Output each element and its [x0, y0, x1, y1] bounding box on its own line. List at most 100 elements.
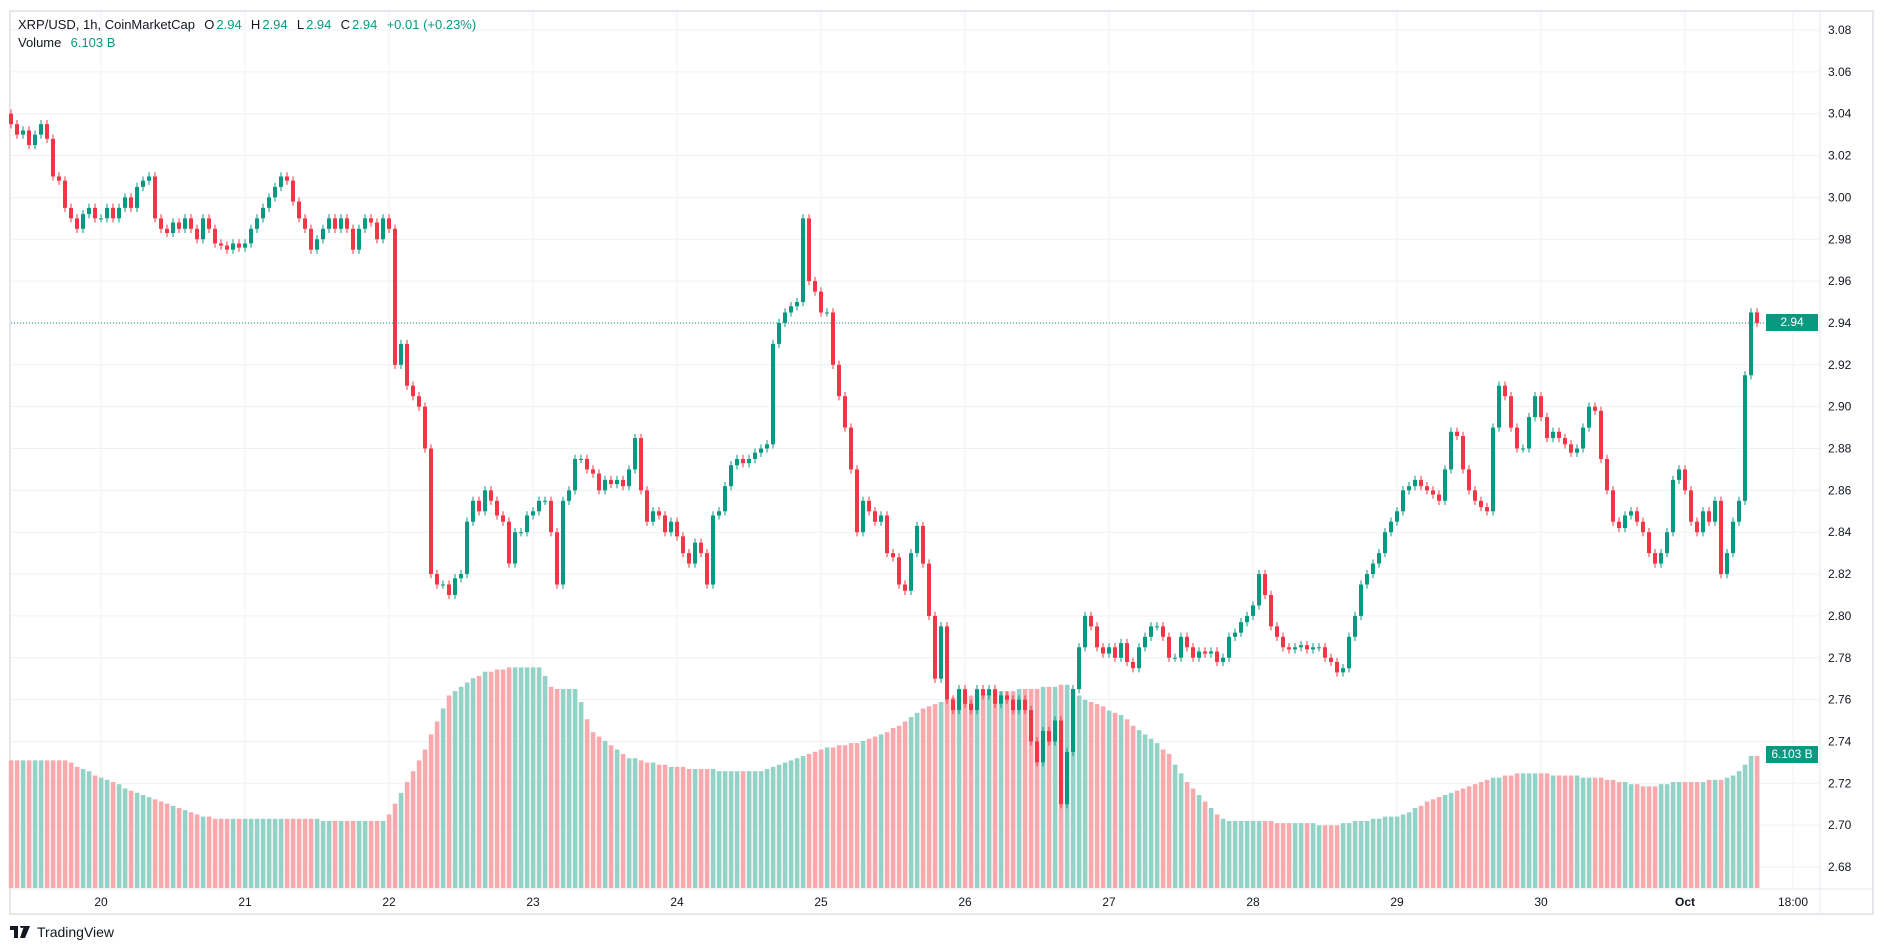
candle[interactable]: [939, 622, 943, 683]
candle[interactable]: [267, 193, 271, 213]
candle[interactable]: [387, 214, 391, 233]
candle[interactable]: [369, 214, 373, 227]
candle[interactable]: [573, 454, 577, 495]
candle[interactable]: [531, 507, 535, 520]
candle[interactable]: [699, 538, 703, 558]
candle[interactable]: [987, 684, 991, 700]
candle[interactable]: [441, 580, 445, 589]
candle[interactable]: [477, 496, 481, 516]
candle[interactable]: [1047, 726, 1051, 746]
candle[interactable]: [1245, 611, 1249, 627]
candle[interactable]: [867, 496, 871, 516]
candle[interactable]: [717, 507, 721, 520]
candle[interactable]: [1371, 559, 1375, 579]
candle[interactable]: [447, 580, 451, 600]
candle[interactable]: [1719, 496, 1723, 579]
candle[interactable]: [453, 574, 457, 600]
candle[interactable]: [243, 239, 247, 252]
candle[interactable]: [249, 224, 253, 248]
candle[interactable]: [1227, 632, 1231, 662]
candle[interactable]: [1683, 465, 1687, 495]
candle[interactable]: [1659, 548, 1663, 568]
candle[interactable]: [21, 126, 25, 139]
candle[interactable]: [1341, 664, 1345, 677]
candle[interactable]: [1497, 381, 1501, 432]
candle[interactable]: [417, 392, 421, 411]
candle[interactable]: [1671, 475, 1675, 537]
candle[interactable]: [105, 203, 109, 223]
candle[interactable]: [1455, 427, 1459, 441]
candle[interactable]: [1755, 308, 1759, 328]
candle[interactable]: [897, 553, 901, 589]
candle[interactable]: [303, 214, 307, 233]
candle[interactable]: [1239, 617, 1243, 637]
candle[interactable]: [675, 517, 679, 541]
candle[interactable]: [123, 193, 127, 213]
candle[interactable]: [219, 239, 223, 250]
candle[interactable]: [1269, 590, 1273, 631]
candle[interactable]: [1263, 569, 1267, 600]
candle[interactable]: [1257, 569, 1261, 610]
candle[interactable]: [1323, 643, 1327, 662]
candle[interactable]: [237, 239, 241, 252]
candle[interactable]: [1155, 622, 1159, 631]
candle[interactable]: [15, 119, 19, 139]
candle[interactable]: [213, 224, 217, 248]
candle[interactable]: [153, 172, 157, 223]
candle[interactable]: [87, 203, 91, 219]
candle[interactable]: [753, 448, 757, 464]
candle[interactable]: [813, 276, 817, 296]
candle[interactable]: [1089, 611, 1093, 631]
candle[interactable]: [843, 392, 847, 432]
candle[interactable]: [723, 481, 727, 516]
candle[interactable]: [1461, 431, 1465, 474]
candle[interactable]: [1515, 423, 1519, 453]
candle[interactable]: [9, 109, 13, 129]
candle[interactable]: [75, 214, 79, 233]
candle[interactable]: [969, 699, 973, 715]
candle[interactable]: [1395, 507, 1399, 526]
candle[interactable]: [273, 182, 277, 202]
candle[interactable]: [327, 214, 331, 233]
candle[interactable]: [501, 511, 505, 526]
candle[interactable]: [1011, 695, 1015, 715]
candle[interactable]: [657, 507, 661, 520]
candle[interactable]: [1209, 647, 1213, 658]
candle[interactable]: [255, 214, 259, 233]
candle[interactable]: [1281, 632, 1285, 652]
candle[interactable]: [915, 521, 919, 558]
candle[interactable]: [1071, 684, 1075, 757]
candle[interactable]: [1353, 611, 1357, 642]
candle[interactable]: [471, 496, 475, 526]
candle[interactable]: [429, 444, 433, 579]
candle[interactable]: [111, 203, 115, 223]
candle[interactable]: [195, 224, 199, 244]
candle[interactable]: [705, 548, 709, 589]
candle[interactable]: [159, 214, 163, 233]
candle[interactable]: [1665, 528, 1669, 558]
candle[interactable]: [1701, 507, 1705, 537]
candle[interactable]: [1593, 402, 1597, 416]
candle[interactable]: [777, 318, 781, 349]
candle[interactable]: [1527, 412, 1531, 453]
candle[interactable]: [1005, 691, 1009, 704]
candle[interactable]: [909, 548, 913, 595]
candle[interactable]: [1335, 657, 1339, 677]
candle[interactable]: [1635, 507, 1639, 526]
candle[interactable]: [1731, 517, 1735, 558]
candle[interactable]: [513, 528, 517, 568]
candle[interactable]: [1623, 511, 1627, 533]
candle[interactable]: [885, 511, 889, 558]
candle[interactable]: [735, 454, 739, 470]
candle[interactable]: [351, 224, 355, 254]
candle[interactable]: [1725, 548, 1729, 579]
candle[interactable]: [951, 695, 955, 715]
candle[interactable]: [1053, 716, 1057, 746]
candle[interactable]: [603, 475, 607, 495]
candle[interactable]: [681, 532, 685, 558]
candle[interactable]: [543, 496, 547, 505]
candle[interactable]: [549, 496, 553, 537]
candle[interactable]: [51, 134, 55, 181]
candle[interactable]: [615, 475, 619, 489]
candle[interactable]: [315, 235, 319, 254]
